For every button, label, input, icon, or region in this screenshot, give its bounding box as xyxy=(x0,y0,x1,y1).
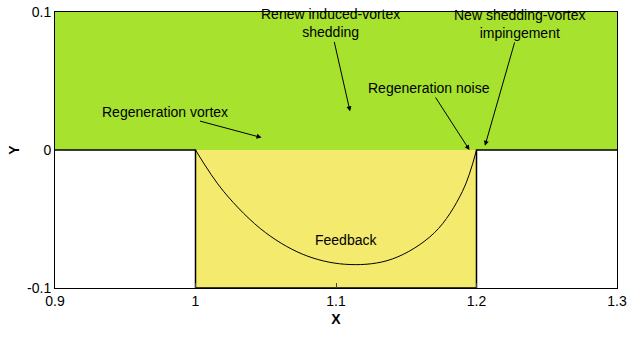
svg-text:Y: Y xyxy=(6,145,22,155)
svg-text:Regeneration noise: Regeneration noise xyxy=(368,80,490,96)
svg-text:-0.1: -0.1 xyxy=(27,280,51,296)
svg-text:New shedding-vorteximpingement: New shedding-vorteximpingement xyxy=(454,7,586,41)
svg-text:0: 0 xyxy=(43,142,51,158)
svg-text:0.9: 0.9 xyxy=(45,293,65,309)
svg-text:X: X xyxy=(331,311,341,327)
svg-text:0.1: 0.1 xyxy=(32,4,52,20)
svg-text:Feedback: Feedback xyxy=(315,232,377,248)
svg-text:1: 1 xyxy=(192,293,200,309)
svg-text:Renew induced-vortexshedding: Renew induced-vortexshedding xyxy=(261,6,400,40)
svg-text:1.3: 1.3 xyxy=(607,293,627,309)
svg-text:1.2: 1.2 xyxy=(467,293,487,309)
svg-text:Regeneration vortex: Regeneration vortex xyxy=(102,104,228,120)
svg-text:1.1: 1.1 xyxy=(326,293,346,309)
